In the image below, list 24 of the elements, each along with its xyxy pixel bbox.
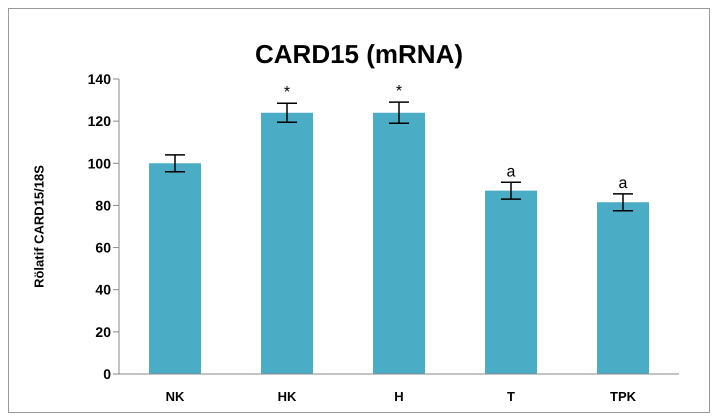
y-tick-label: 80 [95,197,112,214]
x-tick-label: TPK [610,389,637,404]
bar [261,112,313,374]
y-tick-label: 140 [88,70,112,87]
bar [597,202,649,374]
x-tick-label: HK [278,389,297,404]
bar [485,190,537,374]
annotation: a [506,163,516,180]
x-tick-label: H [394,389,404,404]
bar [373,112,425,374]
annotation: * [396,83,402,100]
annotation: a [618,174,628,192]
y-tick-label: 120 [88,113,112,130]
y-tick-label: 0 [103,366,112,382]
chart-title: CARD15 (mRNA) [254,39,464,70]
x-tick-label: NK [166,389,185,404]
y-tick-label: 60 [95,240,112,256]
y-tick-label: 40 [95,282,112,298]
x-tick-label: T [507,389,516,404]
y-tick-label: 20 [95,324,112,340]
bar [149,163,201,374]
y-tick-label: 100 [88,155,112,172]
y-axis-title: Rölatif CARD15/18S [32,164,47,288]
annotation: * [284,84,290,102]
